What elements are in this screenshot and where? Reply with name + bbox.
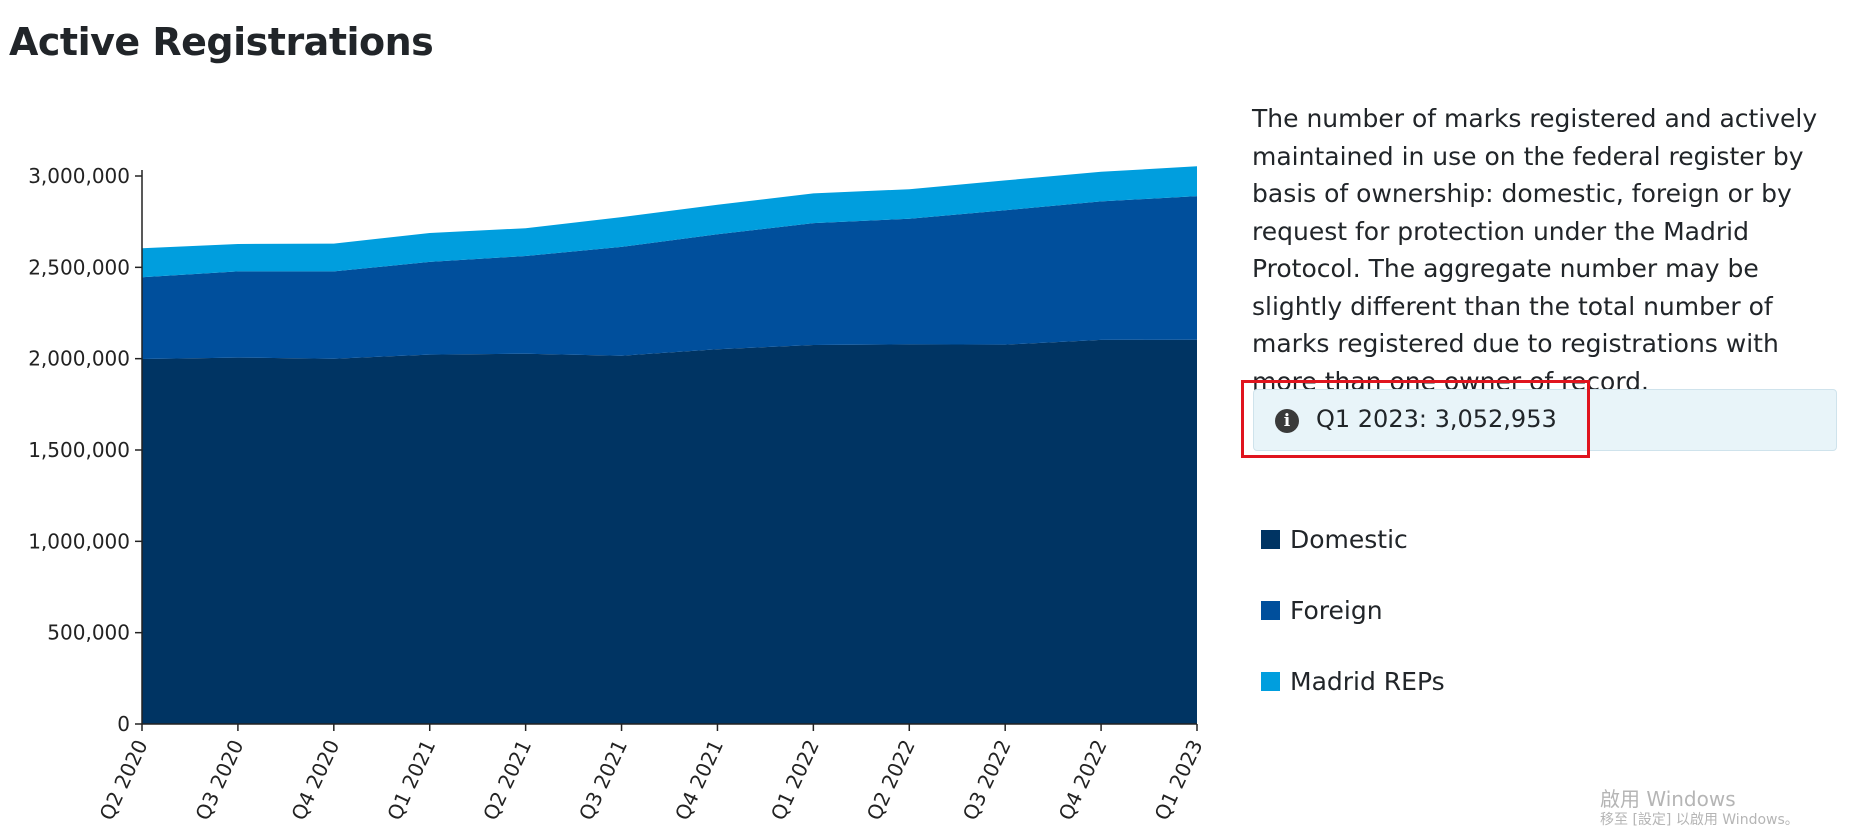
watermark-line-1: 啟用 Windows (1600, 787, 1736, 811)
y-tick-label: 1,500,000 (28, 438, 130, 462)
info-icon: i (1275, 409, 1299, 433)
watermark-line-2: 移至 [設定] 以啟用 Windows。 (1600, 812, 1799, 828)
tooltip-info-box: i Q1 2023: 3,052,953 (1253, 389, 1837, 451)
legend-swatch (1261, 601, 1280, 620)
area-domestic[interactable] (142, 339, 1197, 724)
y-tick-label: 2,000,000 (28, 347, 130, 371)
x-axis: Q2 2020 Q3 2020 Q4 2020 Q1 2021 Q2 2021 Q3 20… (95, 723, 1208, 824)
x-tick-label: Q3 2022 (958, 736, 1016, 824)
tooltip-text: Q1 2023: 3,052,953 (1316, 405, 1557, 433)
y-tick-label: 1,000,000 (28, 529, 130, 553)
x-tick-label: Q4 2021 (670, 736, 728, 824)
windows-activation-watermark: 啟用 Windows 移至 [設定] 以啟用 Windows。 (1600, 787, 1799, 829)
page-title: Active Registrations (9, 20, 434, 64)
legend-label: Foreign (1290, 596, 1383, 625)
y-axis: 0 500,000 1,000,000 1,500,000 2,000,000 2,500… (28, 164, 143, 736)
x-tick-label: Q4 2022 (1054, 736, 1112, 824)
x-tick-label: Q2 2020 (95, 736, 153, 824)
y-tick-label: 2,500,000 (28, 255, 130, 279)
y-tick-label: 500,000 (47, 621, 130, 645)
legend-label: Madrid REPs (1290, 667, 1445, 696)
x-tick-label: Q1 2023 (1150, 736, 1208, 824)
area-madrid-reps[interactable] (142, 166, 1197, 278)
chart-areas (142, 166, 1197, 724)
y-tick-label: 3,000,000 (28, 164, 130, 188)
y-tick-label: 0 (117, 712, 130, 736)
legend-label: Domestic (1290, 525, 1408, 554)
chart-description: The number of marks registered and activ… (1252, 104, 1818, 396)
legend-swatch (1261, 530, 1280, 549)
x-tick-label: Q3 2021 (574, 736, 632, 824)
x-tick-label: Q3 2020 (190, 736, 248, 824)
active-registrations-chart: 0 500,000 1,000,000 1,500,000 2,000,000 2,500… (28, 164, 1208, 824)
x-tick-label: Q2 2021 (478, 736, 536, 824)
x-tick-label: Q1 2022 (766, 736, 824, 824)
x-tick-label: Q1 2021 (382, 736, 440, 824)
x-tick-label: Q2 2022 (862, 736, 920, 824)
x-tick-label: Q4 2020 (286, 736, 344, 824)
legend-swatch (1261, 672, 1280, 691)
area-foreign[interactable] (142, 196, 1197, 359)
